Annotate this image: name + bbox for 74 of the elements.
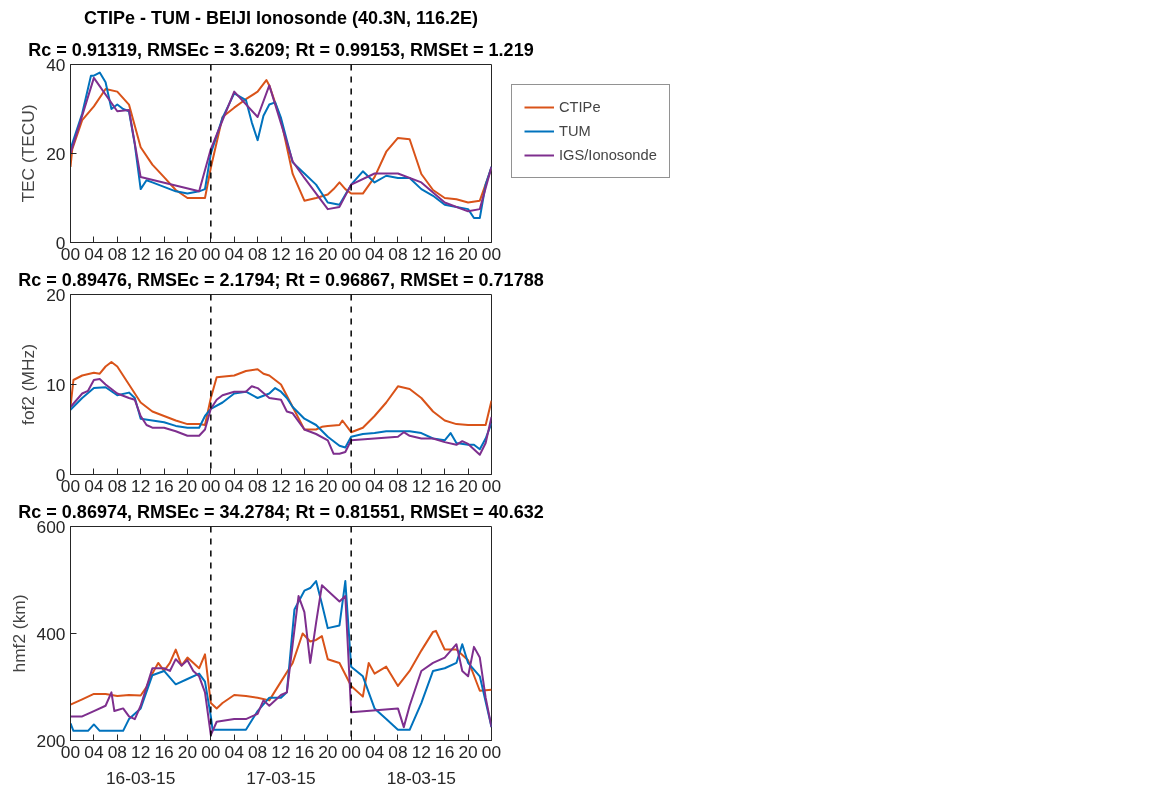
x-tick-label: 12: [131, 741, 151, 762]
chart-title: Rc = 0.86974, RMSEc = 34.2784; Rt = 0.81551, RMSEt = 40.632: [18, 501, 544, 522]
x-tick-label: 00: [481, 243, 502, 264]
x-tick-label: 16: [154, 243, 174, 264]
x-tick-label: 00: [201, 475, 221, 496]
x-tick-label: 00: [341, 741, 361, 762]
x-tick-label: 00: [481, 475, 502, 496]
x-tick-label: 20: [318, 243, 338, 264]
x-tick-label: 08: [247, 475, 268, 496]
legend-label: IGS/Ionosonde: [559, 147, 657, 163]
line-series: [70, 629, 492, 710]
x-tick-label: 16: [154, 475, 174, 496]
x-tick-label: 04: [224, 741, 245, 762]
chart-subtitle: Rc = 0.91319, RMSEc = 3.6209; Rt = 0.99153, RMSEt = 1.219: [28, 39, 534, 60]
line-series: [70, 361, 492, 434]
y-tick-label: 400: [36, 623, 66, 644]
x-tick-label: 08: [107, 475, 127, 496]
legend-label: CTIPe: [559, 99, 601, 115]
x-tick-label: 08: [107, 741, 127, 762]
line-series: [70, 386, 492, 451]
x-tick-label: 16: [294, 741, 315, 762]
line-series: [70, 378, 492, 456]
x-tick-label: 04: [224, 243, 245, 264]
y-tick-label: 10: [46, 374, 66, 395]
x-tick-label: 12: [271, 475, 291, 496]
x-tick-label: 20: [458, 741, 478, 762]
x-tick-label: 20: [177, 243, 198, 264]
x-tick-label: 12: [271, 741, 291, 762]
x-tick-label: 20: [318, 475, 338, 496]
legend-label: TUM: [559, 123, 591, 139]
x-tick-label: 20: [177, 741, 198, 762]
x-tick-label: 08: [247, 243, 268, 264]
x-tick-label: 16: [294, 243, 315, 264]
x-tick-label: 08: [388, 475, 408, 496]
x-tick-label: 20: [458, 243, 478, 264]
x-tick-label: 04: [364, 741, 385, 762]
x-tick-label: 16: [435, 475, 455, 496]
x-tick-label: 00: [341, 243, 361, 264]
x-tick-label: 12: [131, 475, 151, 496]
x-tick-label: 16: [154, 741, 174, 762]
x-tick-label: 12: [411, 475, 431, 496]
chart-title: Rc = 0.89476, RMSEc = 2.1794; Rt = 0.96867, RMSEt = 0.71788: [18, 269, 544, 290]
y-axis-title: fof2 (MHz): [18, 344, 39, 425]
y-tick-label: 20: [46, 143, 66, 164]
text: 16-03-15: [105, 767, 176, 788]
x-tick-label: 20: [177, 475, 198, 496]
x-tick-label: 12: [411, 741, 431, 762]
y-axis-title: hmf2 (km): [8, 594, 29, 673]
x-tick-label: 04: [364, 243, 385, 264]
x-tick-label: 04: [224, 475, 245, 496]
x-tick-label: 08: [247, 741, 268, 762]
x-tick-label: 00: [201, 243, 221, 264]
x-tick-label: 20: [318, 741, 338, 762]
x-tick-label: 12: [411, 243, 431, 264]
x-tick-label: 08: [388, 741, 408, 762]
y-axis-title: TEC (TECU): [18, 104, 39, 203]
x-tick-label: 12: [271, 243, 291, 264]
text: 17-03-15: [246, 767, 316, 788]
x-tick-label: 04: [84, 475, 104, 496]
x-tick-label: 16: [294, 475, 315, 496]
x-tick-label: 04: [84, 243, 104, 264]
x-tick-label: 04: [364, 475, 385, 496]
x-tick-label: 20: [458, 475, 478, 496]
x-tick-label: 08: [388, 243, 408, 264]
x-tick-label: 00: [341, 475, 361, 496]
x-tick-label: 00: [201, 741, 221, 762]
x-tick-label: 04: [84, 741, 104, 762]
x-tick-label: 00: [481, 741, 502, 762]
x-tick-label: 16: [435, 741, 455, 762]
chart-title: CTIPe - TUM - BEIJI Ionosonde (40.3N, 116.2E): [83, 7, 479, 28]
x-tick-label: 12: [131, 243, 151, 264]
text: 18-03-15: [386, 767, 457, 788]
x-tick-label: 16: [435, 243, 455, 264]
x-tick-label: 08: [107, 243, 127, 264]
